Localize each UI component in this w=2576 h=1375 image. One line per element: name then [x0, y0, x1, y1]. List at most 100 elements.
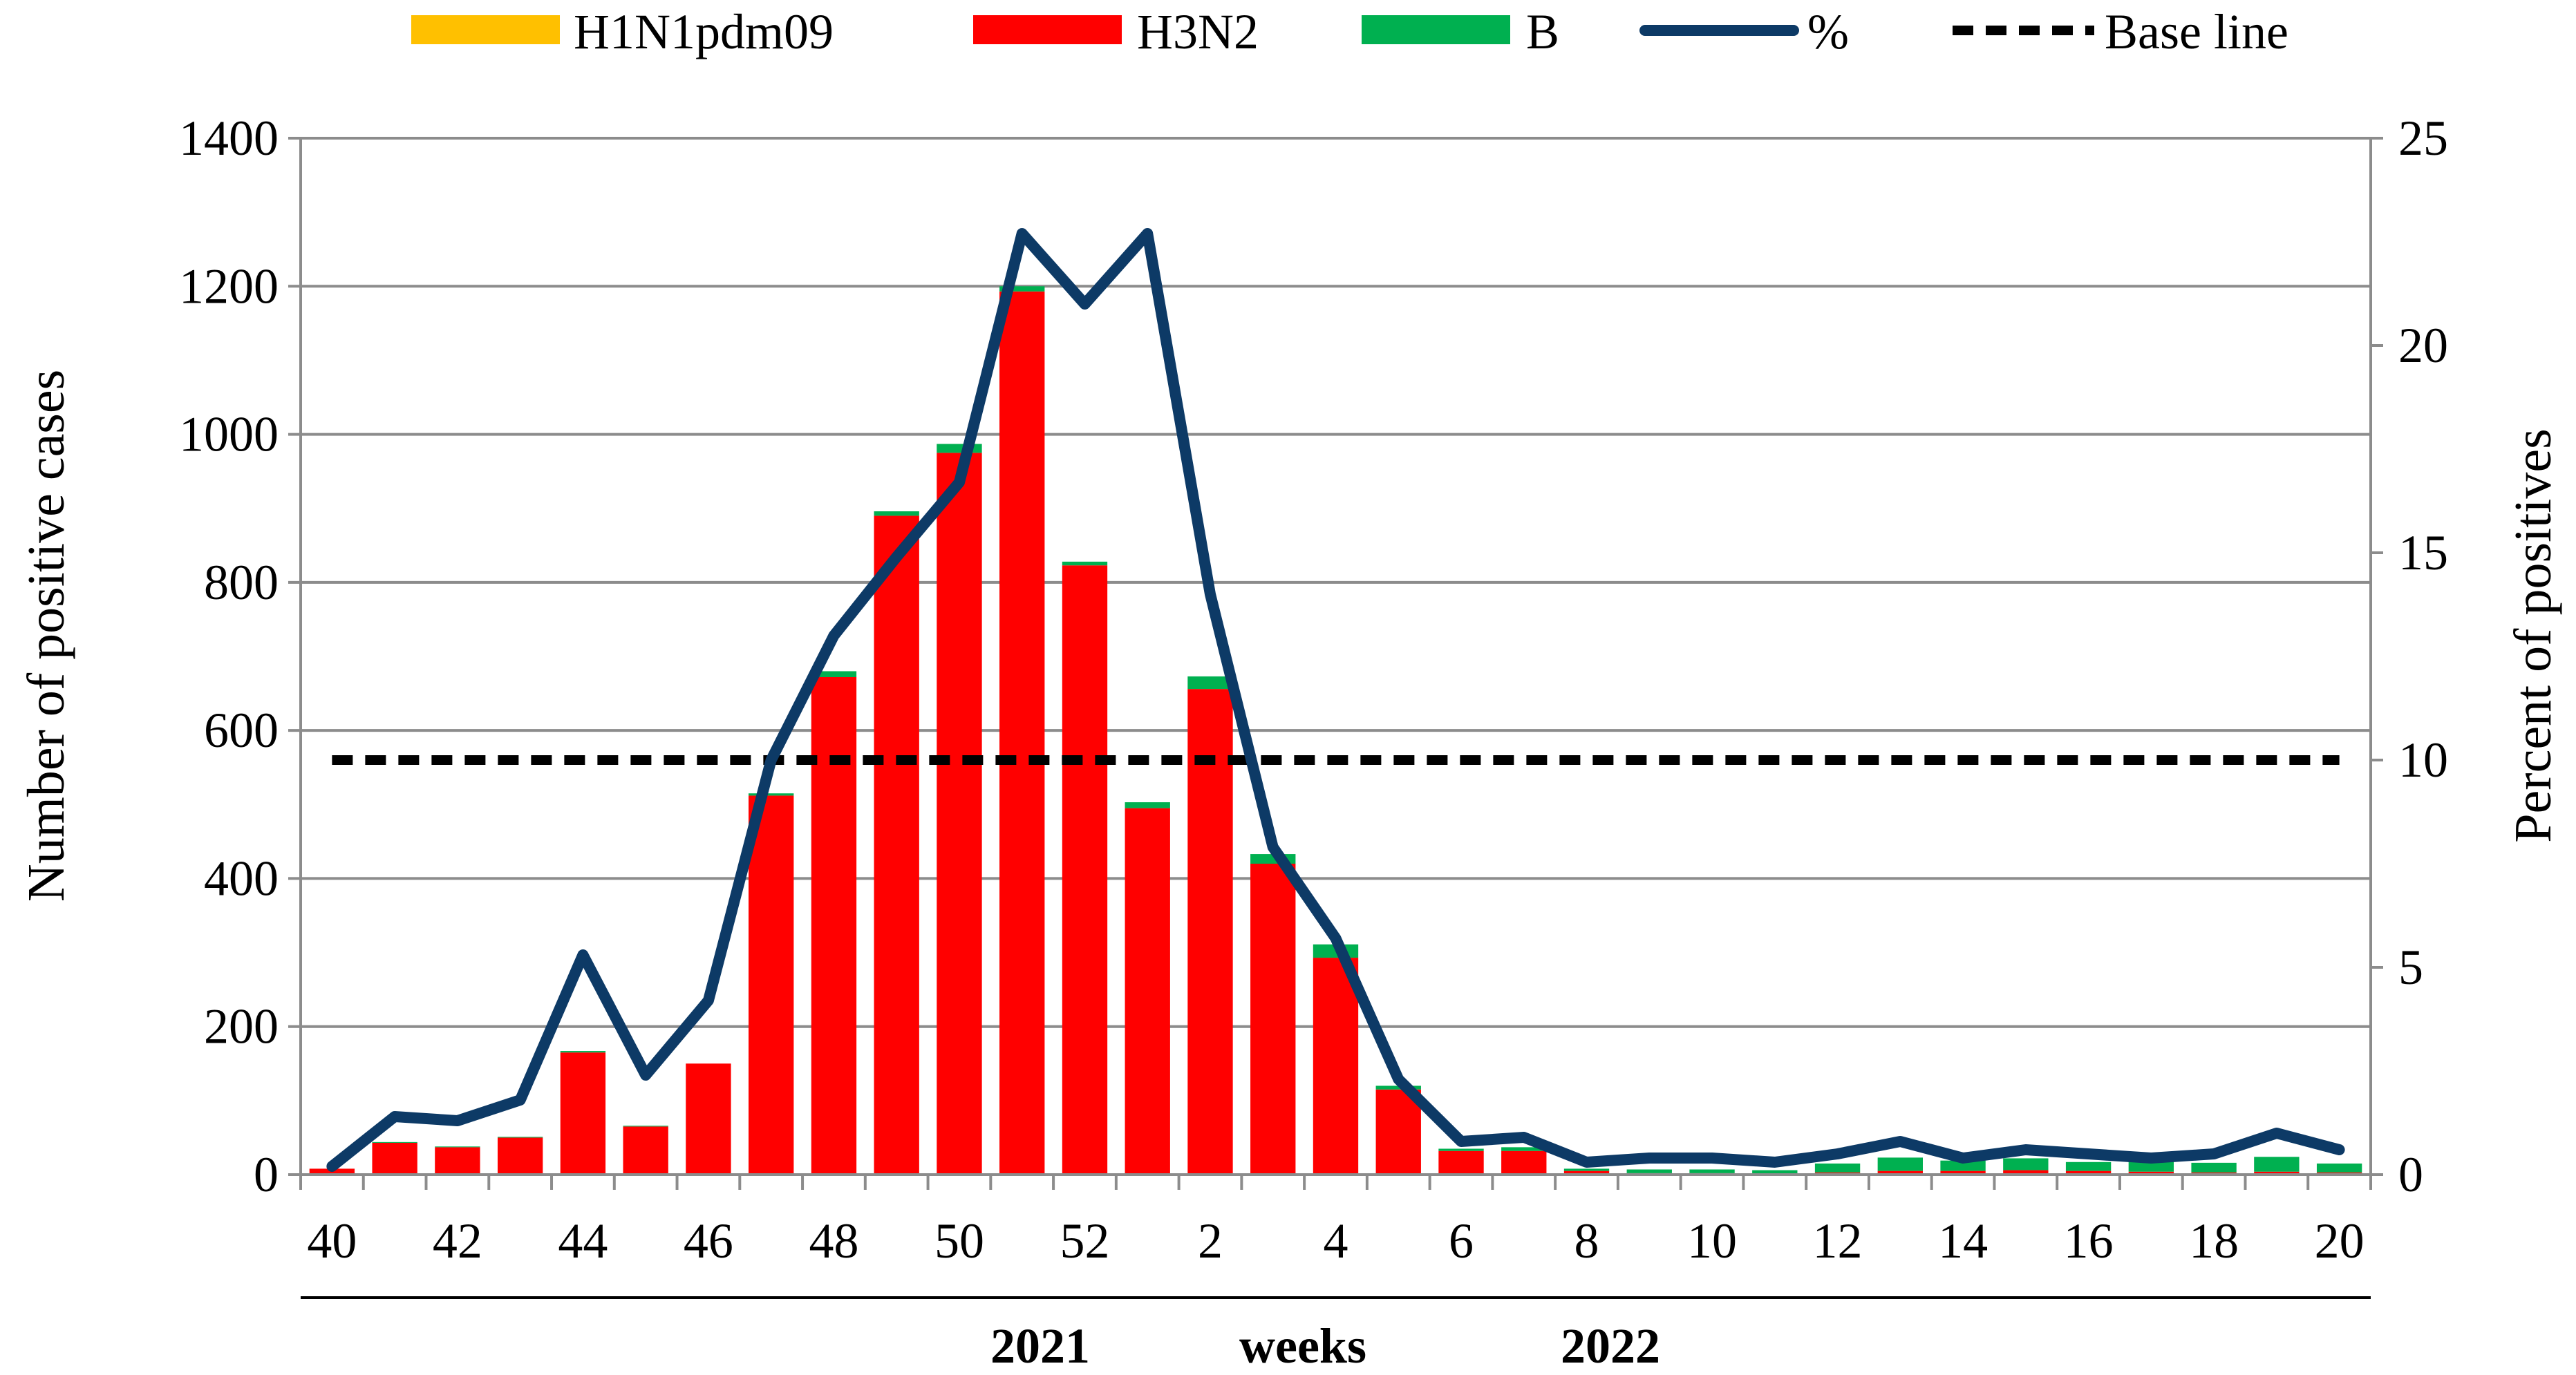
x-tick-label-46-3: 46 [684, 1213, 733, 1269]
bar-h3n2-week-15-27 [2003, 1170, 2049, 1175]
left-tick-label-1000: 1000 [179, 407, 279, 462]
bar-b-week-10-22 [1689, 1169, 1735, 1173]
left-tick-label-0: 0 [254, 1147, 279, 1202]
right-tick-label-20: 20 [2398, 318, 2448, 373]
bar-h3n2-week-52-12 [1062, 565, 1108, 1175]
bar-b-week-16-28 [2065, 1161, 2112, 1171]
x-tick-label-40-0: 40 [307, 1213, 357, 1269]
footer-year-2022: 2022 [1561, 1318, 1660, 1374]
bar-b-week-9-21 [1626, 1169, 1672, 1173]
x-tick-label-44-2: 44 [558, 1213, 608, 1269]
right-axis-ticks: 0 5 10 15 20 25 [2371, 111, 2448, 1202]
bar-b-week-1-13 [1125, 802, 1170, 808]
bar-b-week-12-24 [1814, 1163, 1861, 1173]
right-tick-label-5: 5 [2398, 940, 2423, 995]
bar-b-week-48-8 [811, 671, 857, 677]
bar-h3n2-week-6-18 [1438, 1150, 1484, 1175]
legend-label-h1n1pdm09: H1N1pdm09 [574, 4, 834, 59]
x-tick-label-4-8: 4 [1324, 1213, 1348, 1269]
bar-h3n2-week-41-1 [372, 1142, 417, 1175]
legend-swatch-h3n2 [973, 15, 1122, 44]
bar-b-week-52-12 [1062, 561, 1108, 566]
percent-line [326, 228, 2345, 1172]
legend-label-h3n2: H3N2 [1137, 4, 1259, 59]
x-tick-label-14-13: 14 [1938, 1213, 1988, 1269]
x-tick-label-18-15: 18 [2189, 1213, 2239, 1269]
bar-b-week-5-17 [1375, 1085, 1421, 1090]
bar-b-week-47-7 [749, 793, 794, 796]
bar-b-week-7-19 [1501, 1147, 1547, 1151]
bar-h3n2-week-2-14 [1187, 689, 1233, 1175]
legend: H1N1pdm09 H3N2 B % Base line [411, 4, 2288, 59]
bar-h3n2-week-17-29 [2128, 1171, 2174, 1175]
legend-swatch-h1n1pdm09 [411, 15, 560, 44]
bar-h3n2-week-51-11 [999, 291, 1045, 1175]
bar-b-week-41-1 [372, 1141, 417, 1143]
right-tick-label-15: 15 [2398, 525, 2448, 580]
bar-h3n2-week-45-5 [623, 1126, 668, 1175]
bar-h3n2-week-49-9 [874, 515, 919, 1175]
right-tick-label-10: 10 [2398, 732, 2448, 788]
bar-h3n2-week-50-10 [937, 453, 982, 1175]
percent-layer [326, 228, 2345, 1172]
footer-year-2021: 2021 [990, 1318, 1090, 1374]
gridlines [301, 137, 2371, 1028]
x-tick-label-10-11: 10 [1687, 1213, 1737, 1269]
x-tick-label-48-4: 48 [809, 1213, 858, 1269]
legend-swatch-b [1362, 15, 1510, 44]
bar-h3n2-week-44-4 [560, 1052, 606, 1175]
bar-h3n2-week-14-26 [1940, 1170, 1986, 1175]
bars [309, 286, 2362, 1175]
bar-b-week-50-10 [937, 444, 982, 453]
x-tick-label-6-9: 6 [1449, 1213, 1474, 1269]
bar-b-week-44-4 [560, 1051, 606, 1053]
bar-h3n2-week-46-6 [686, 1063, 731, 1175]
x-tick-label-16-14: 16 [2064, 1213, 2114, 1269]
left-tick-label-400: 400 [204, 851, 279, 906]
bar-h3n2-week-19-31 [2254, 1171, 2300, 1175]
left-tick-label-600: 600 [204, 703, 279, 758]
bar-h3n2-week-43-3 [497, 1137, 543, 1175]
right-tick-label-25: 25 [2398, 111, 2448, 166]
legend-label-b: B [1526, 4, 1559, 59]
left-tick-label-1400: 1400 [179, 111, 279, 166]
x-tick-label-12-12: 12 [1813, 1213, 1863, 1269]
bar-b-week-13-25 [1877, 1157, 1923, 1171]
legend-label-baseline: Base line [2105, 4, 2288, 59]
x-tick-label-2-7: 2 [1198, 1213, 1223, 1269]
right-tick-label-0: 0 [2398, 1147, 2423, 1202]
left-tick-label-800: 800 [204, 555, 279, 610]
x-tick-label-50-5: 50 [934, 1213, 984, 1269]
bar-h3n2-week-1-13 [1125, 808, 1170, 1175]
axes [299, 138, 2372, 1176]
left-tick-label-200: 200 [204, 999, 279, 1054]
bar-b-week-49-9 [874, 511, 919, 516]
left-axis-ticks: 0 200 400 600 800 1000 1200 1400 [179, 111, 301, 1202]
bar-h3n2-week-8-20 [1563, 1170, 1610, 1175]
right-axis-title: Percent of positives [2504, 428, 2562, 842]
x-tick-label-52-6: 52 [1060, 1213, 1109, 1269]
x-tick-label-20-16: 20 [2315, 1213, 2365, 1269]
bar-b-week-19-31 [2254, 1157, 2300, 1172]
bar-h3n2-week-42-2 [435, 1147, 480, 1175]
footer-weeks: weeks [1239, 1318, 1366, 1374]
bar-b-week-42-2 [435, 1146, 480, 1148]
x-tick-label-42-1: 42 [433, 1213, 482, 1269]
bar-b-week-2-14 [1187, 676, 1233, 690]
bar-b-week-6-18 [1438, 1148, 1484, 1151]
bar-b-week-15-27 [2003, 1158, 2049, 1170]
bar-b-week-20-32 [2316, 1163, 2362, 1173]
bar-h3n2-week-5-17 [1375, 1089, 1421, 1175]
bar-h3n2-week-48-8 [811, 677, 857, 1175]
bar-b-week-11-23 [1752, 1170, 1798, 1174]
bar-h3n2-week-47-7 [749, 795, 794, 1175]
bar-b-week-51-11 [999, 286, 1045, 292]
bar-b-week-8-20 [1563, 1168, 1610, 1171]
bar-h3n2-week-16-28 [2065, 1170, 2112, 1175]
left-tick-label-1200: 1200 [179, 258, 279, 314]
bar-h3n2-week-4-16 [1313, 958, 1359, 1175]
bar-b-week-17-29 [2128, 1160, 2174, 1172]
bar-h3n2-week-7-19 [1501, 1150, 1547, 1175]
x-tick-label-8-10: 8 [1574, 1213, 1599, 1269]
